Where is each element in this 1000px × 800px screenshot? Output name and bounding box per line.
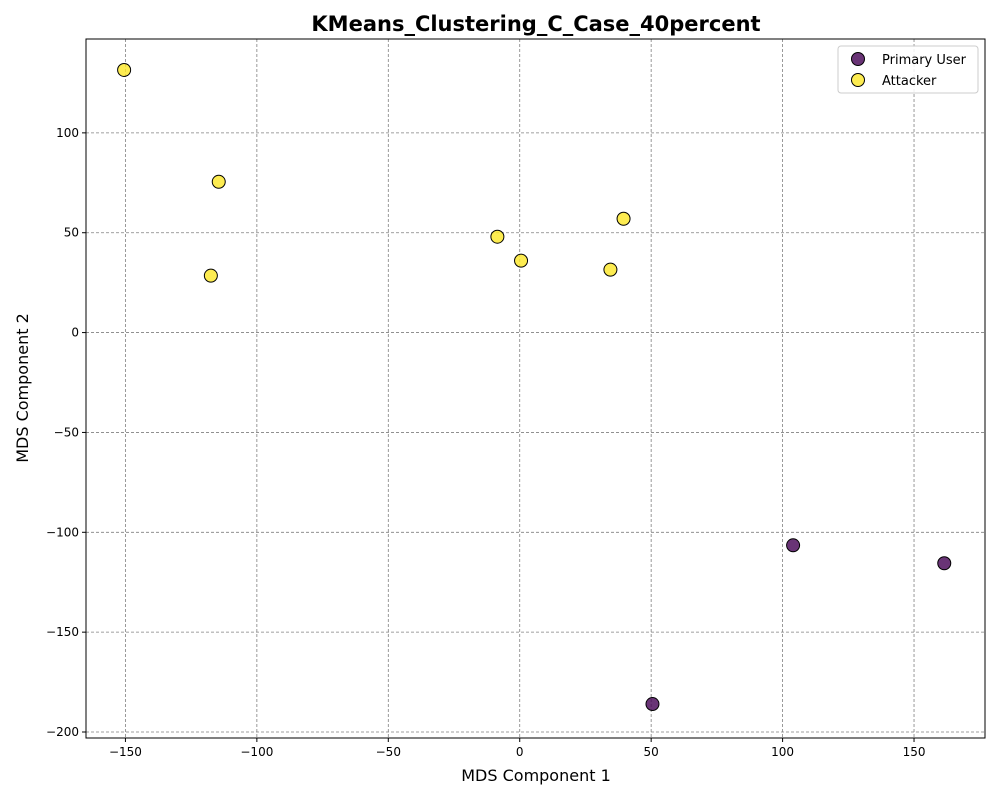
y-tick-label: −200 xyxy=(46,725,79,739)
legend: Primary User Attacker xyxy=(837,45,979,94)
y-tick-label: −100 xyxy=(46,525,79,539)
axis-ticks: −150 −100 −50 0 50 100 150 −200 −150 −100 −50 0 50 10… xyxy=(46,126,925,759)
y-tick-label: 100 xyxy=(56,126,79,140)
data-point-primary-user xyxy=(645,697,660,712)
data-point-primary-user xyxy=(937,556,952,571)
data-point-attacker xyxy=(603,262,618,277)
data-point-attacker xyxy=(117,62,132,77)
chart-title: KMeans_Clustering_C_Case_40percent xyxy=(311,12,760,36)
plot-frame xyxy=(85,38,986,739)
y-tick-label: 0 xyxy=(71,326,79,340)
legend-marker xyxy=(851,73,865,87)
x-axis-label: MDS Component 1 xyxy=(461,766,611,785)
data-point-attacker xyxy=(211,174,226,189)
x-tick-label: 150 xyxy=(903,745,926,759)
y-tick-label: −150 xyxy=(46,625,79,639)
legend-box xyxy=(837,45,979,94)
legend-label: Primary User xyxy=(882,53,967,68)
legend-marker xyxy=(851,52,865,66)
y-tick-label: −50 xyxy=(54,425,79,439)
legend-label: Attacker xyxy=(882,74,937,89)
data-point-primary-user xyxy=(786,538,801,553)
data-point-attacker xyxy=(514,253,529,268)
data-point-attacker xyxy=(203,268,218,283)
data-point-attacker xyxy=(490,229,505,244)
x-tick-label: −100 xyxy=(240,745,273,759)
x-tick-label: 50 xyxy=(644,745,659,759)
grid-lines xyxy=(86,39,985,738)
data-points xyxy=(117,62,952,712)
data-point-attacker xyxy=(616,211,631,226)
x-tick-label: −50 xyxy=(376,745,401,759)
x-tick-label: 100 xyxy=(771,745,794,759)
x-tick-label: 0 xyxy=(516,745,524,759)
y-tick-label: 50 xyxy=(64,226,79,240)
x-tick-label: −150 xyxy=(109,745,142,759)
y-axis-label: MDS Component 2 xyxy=(13,313,32,463)
